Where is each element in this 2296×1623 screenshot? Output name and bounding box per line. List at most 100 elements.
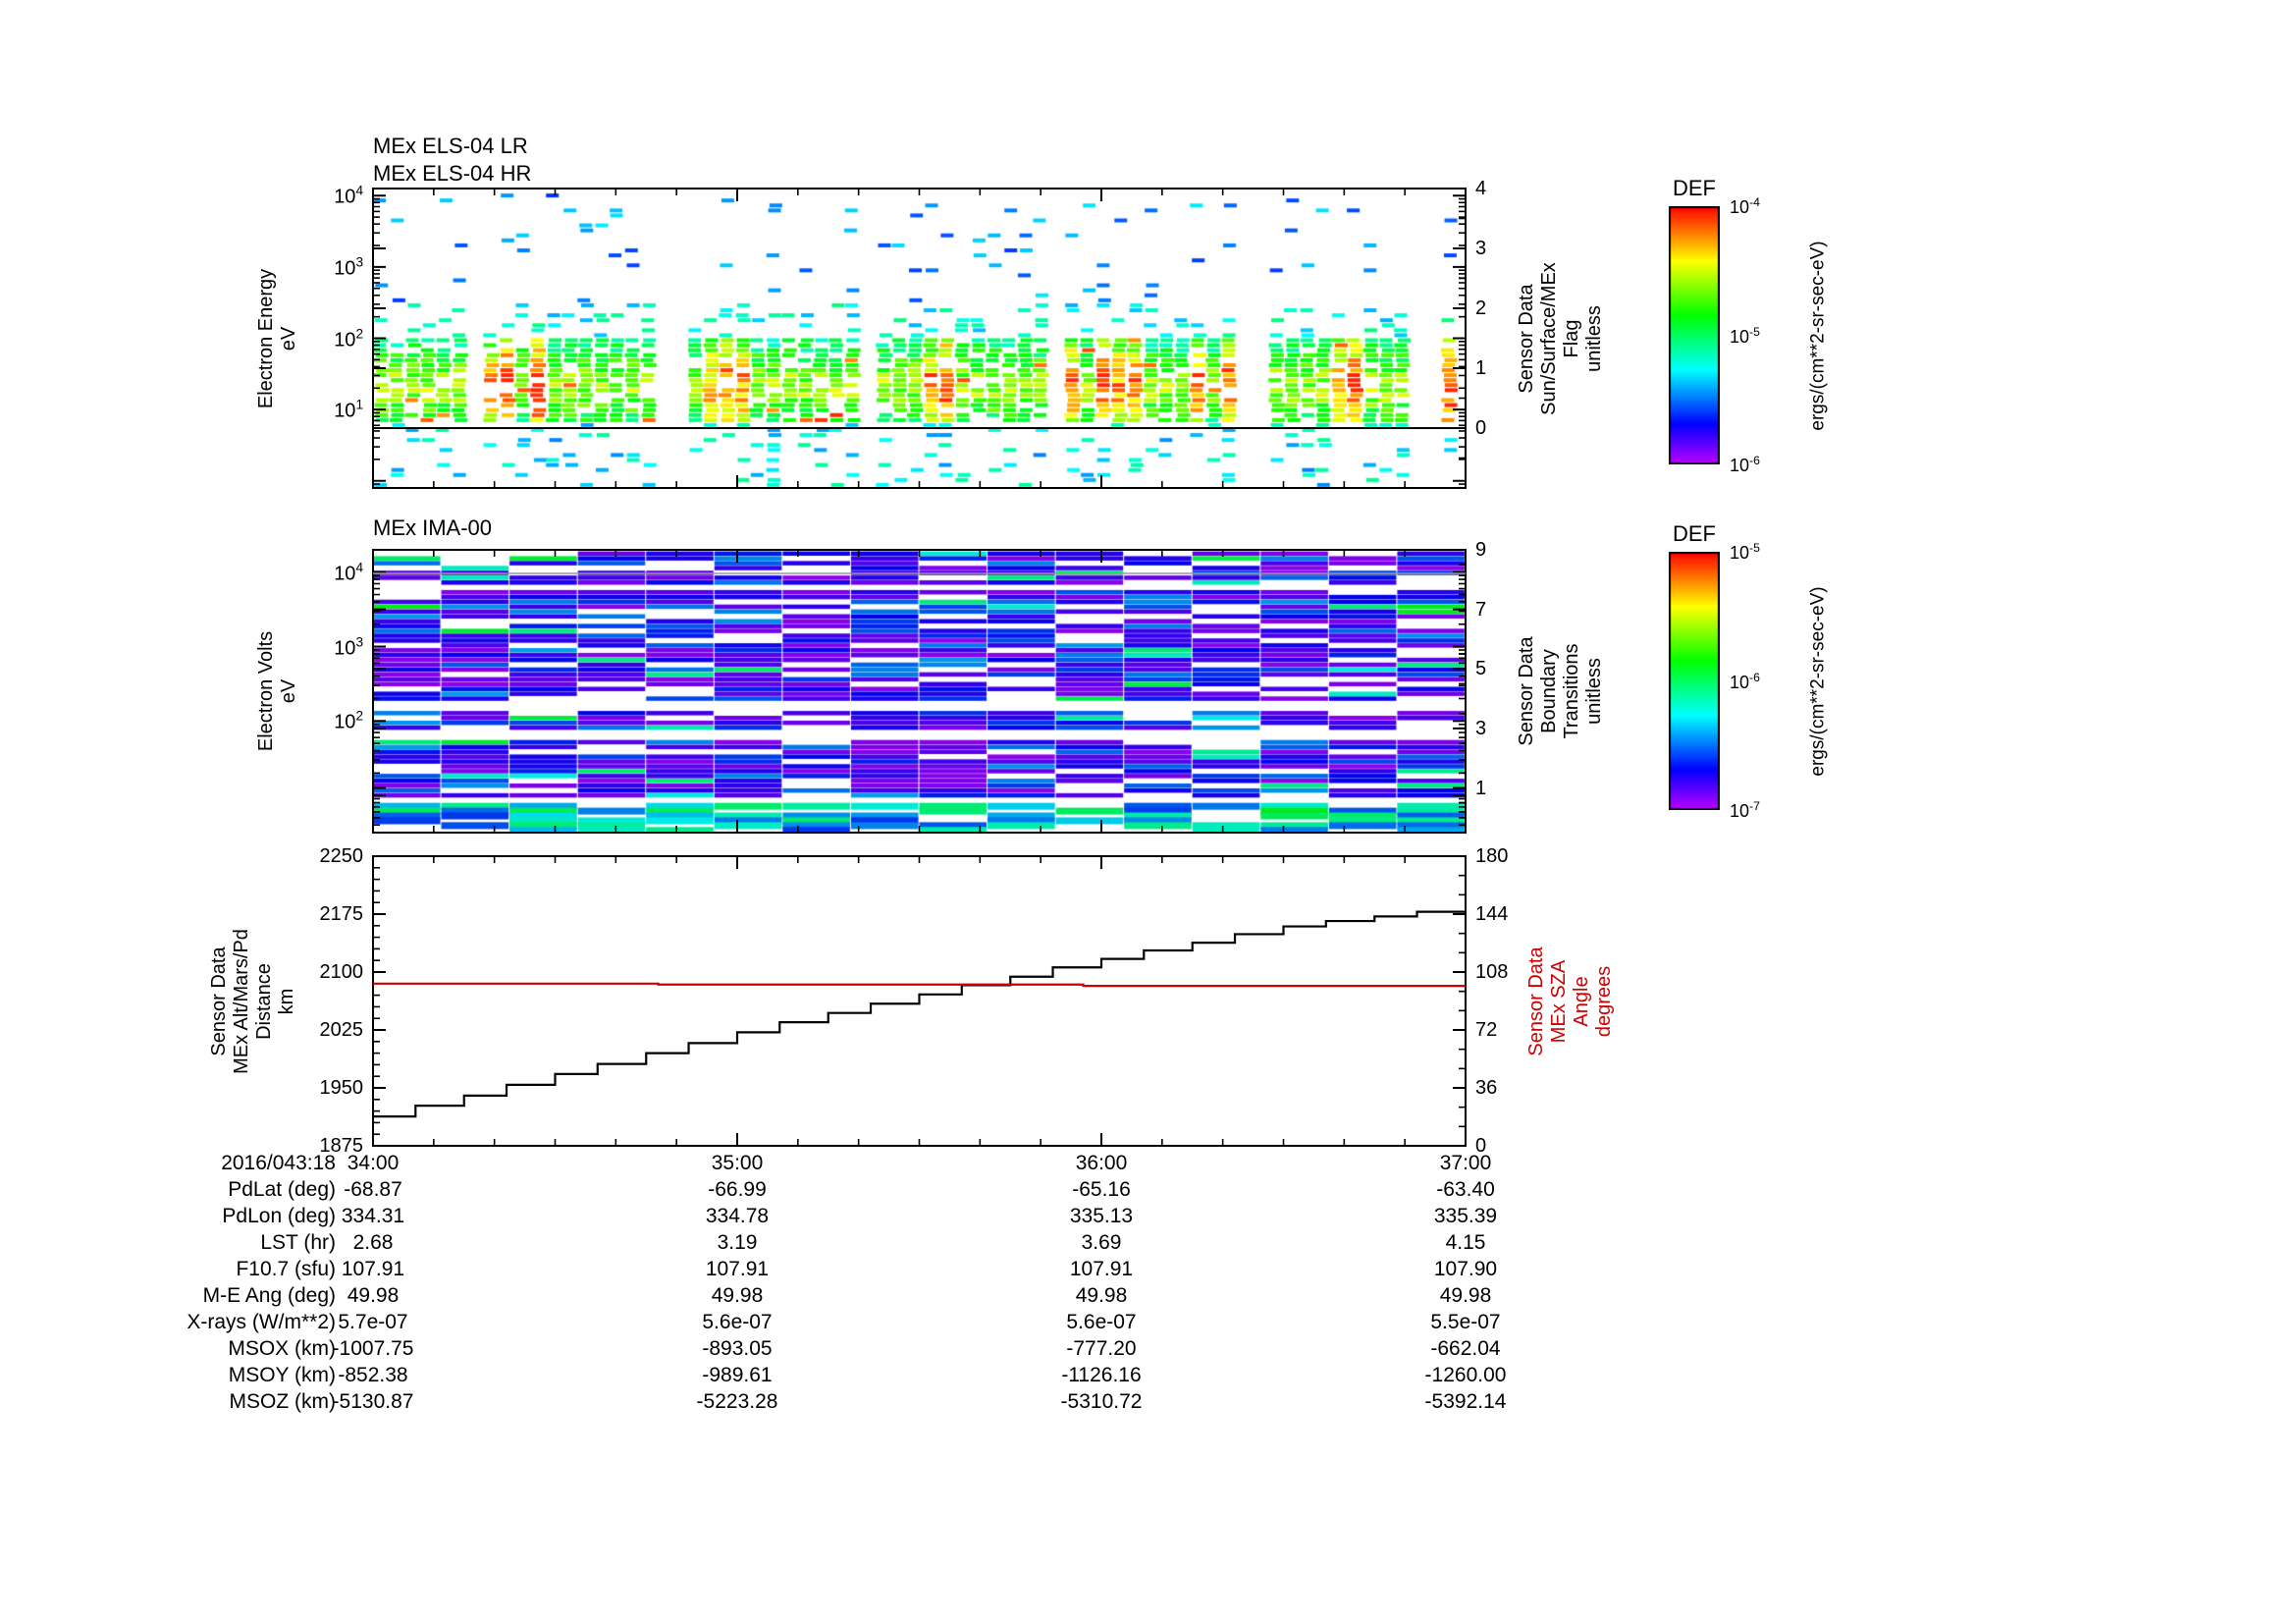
annotation-value: 334.31 bbox=[341, 1205, 405, 1227]
xtick-label: 36:00 bbox=[1075, 1152, 1128, 1174]
annotation-value: 5.6e-07 bbox=[1066, 1311, 1137, 1333]
ima-right-tick-label: 1 bbox=[1475, 777, 1487, 799]
ima-spectrogram-canvas bbox=[373, 550, 1466, 833]
plot-frame bbox=[372, 855, 1467, 1147]
els-colorbar-tick: 10-6 bbox=[1730, 454, 1760, 475]
annotation-value: -68.87 bbox=[344, 1178, 402, 1201]
annotation-row-label: X-rays (W/m**2) bbox=[187, 1311, 336, 1333]
ima-colorbar-tick: 10-6 bbox=[1730, 670, 1760, 692]
els-right-tick-label: 3 bbox=[1475, 238, 1487, 259]
date-label: 2016/043:18 bbox=[221, 1152, 336, 1174]
annotation-value: -662.04 bbox=[1430, 1337, 1501, 1360]
ima-right-axis-title-line: unitless bbox=[1583, 658, 1605, 725]
annotation-value: 335.39 bbox=[1433, 1205, 1498, 1227]
annotation-row-label: MSOZ (km) bbox=[229, 1390, 336, 1413]
els-yaxis-title: Electron Energy eV bbox=[255, 268, 300, 407]
ima-ytick-label: 103 bbox=[334, 634, 363, 659]
annotation-value: -65.16 bbox=[1072, 1178, 1131, 1201]
annotation-row-label: LST (hr) bbox=[260, 1231, 336, 1254]
annotation-row-label: PdLat (deg) bbox=[228, 1178, 336, 1201]
sza-ytick-label: 108 bbox=[1475, 961, 1509, 983]
els-ytick-label: 104 bbox=[334, 183, 363, 208]
alt-yaxis-title-line: Sensor Data bbox=[208, 946, 230, 1056]
els-ytick-label: 102 bbox=[334, 326, 363, 351]
els-right-axis-title-line: Sun/Surface/MEx bbox=[1538, 261, 1560, 415]
annotation-value: -1007.75 bbox=[332, 1337, 414, 1360]
els-ytick-label: 101 bbox=[334, 397, 363, 422]
annotation-value: -5223.28 bbox=[696, 1390, 778, 1413]
annotation-value: 49.98 bbox=[1439, 1284, 1492, 1307]
alt-ytick-label: 2250 bbox=[319, 845, 364, 867]
annotation-value: -852.38 bbox=[338, 1364, 408, 1386]
sza-right-axis-title: Sensor Data MEx SZA Angle degrees bbox=[1525, 947, 1616, 1055]
annotation-value: 107.91 bbox=[341, 1258, 405, 1280]
els-right-axis-title-line: unitless bbox=[1583, 304, 1605, 372]
annotation-value: -5130.87 bbox=[332, 1390, 414, 1413]
ima-right-tick-label: 5 bbox=[1475, 658, 1487, 680]
ima-colorbar-gradient bbox=[1669, 552, 1720, 810]
annotation-value: 3.19 bbox=[717, 1231, 758, 1254]
annotation-row-label: MSOY (km) bbox=[228, 1364, 336, 1386]
els-colorbar-title: DEF bbox=[1673, 176, 1716, 200]
ima-right-axis-title-line: Sensor Data bbox=[1516, 636, 1537, 746]
alt-ytick-label: 2175 bbox=[319, 903, 364, 925]
ima-yaxis-title: Electron Volts eV bbox=[255, 631, 300, 751]
ima-right-tick-label: 3 bbox=[1475, 717, 1487, 739]
sza-right-axis-title-line: degrees bbox=[1593, 965, 1615, 1037]
annotation-value: 107.91 bbox=[705, 1258, 770, 1280]
annotation-value: 49.98 bbox=[711, 1284, 764, 1307]
annotation-value: -5310.72 bbox=[1060, 1390, 1143, 1413]
annotation-value: 335.13 bbox=[1069, 1205, 1134, 1227]
annotation-value: 2.68 bbox=[352, 1231, 394, 1254]
annotation-value: 49.98 bbox=[1075, 1284, 1128, 1307]
annotation-value: 5.5e-07 bbox=[1430, 1311, 1501, 1333]
sza-ytick-label: 180 bbox=[1475, 845, 1509, 867]
alt-ytick-label: 1950 bbox=[319, 1077, 364, 1099]
annotation-value: -63.40 bbox=[1436, 1178, 1495, 1201]
sza-ytick-label: 36 bbox=[1475, 1077, 1498, 1099]
els-right-tick-label: 4 bbox=[1475, 178, 1487, 199]
ima-right-tick-label: 7 bbox=[1475, 598, 1487, 621]
annotation-value: 49.98 bbox=[347, 1284, 400, 1307]
els-right-axis-title-line: Sensor Data bbox=[1516, 283, 1537, 394]
sza-right-axis-title-line: MEx SZA bbox=[1548, 959, 1570, 1043]
ima-colorbar-tick: 10-5 bbox=[1730, 541, 1760, 563]
els-right-tick-label: 1 bbox=[1475, 357, 1487, 379]
els-colorbar-units-line: ergs/(cm**2-sr-sec-eV) bbox=[1807, 240, 1829, 431]
annotation-value: -1126.16 bbox=[1061, 1364, 1142, 1386]
annotation-value: 107.90 bbox=[1433, 1258, 1498, 1280]
els-right-axis-title-line: Flag bbox=[1561, 319, 1582, 357]
annotation-value: -5392.14 bbox=[1424, 1390, 1507, 1413]
ima-colorbar-title: DEF bbox=[1673, 521, 1716, 546]
ima-right-axis-title: Sensor Data Boundary Transitions unitless bbox=[1516, 636, 1606, 745]
alt-yaxis-title-line: km bbox=[276, 988, 297, 1014]
ima-yaxis-title-line: Electron Volts bbox=[255, 630, 277, 752]
els-right-tick-label: 0 bbox=[1475, 417, 1487, 439]
ima-yaxis-title-line: eV bbox=[278, 678, 299, 704]
annotation-value: 3.69 bbox=[1081, 1231, 1122, 1254]
alt-yaxis-title-line: MEx Alt/Mars/Pd bbox=[231, 928, 252, 1074]
annotation-value: -777.20 bbox=[1066, 1337, 1137, 1360]
xtick-label: 37:00 bbox=[1439, 1152, 1492, 1174]
els-spectrogram-canvas bbox=[373, 189, 1466, 488]
annotation-value: -989.61 bbox=[702, 1364, 773, 1386]
annotation-value: -893.05 bbox=[702, 1337, 773, 1360]
alt-yaxis-title: Sensor Data MEx Alt/Mars/Pd Distance km bbox=[208, 929, 298, 1074]
xtick-label: 34:00 bbox=[347, 1152, 400, 1174]
annotation-value: 5.6e-07 bbox=[702, 1311, 773, 1333]
annotation-value: 107.91 bbox=[1069, 1258, 1134, 1280]
els-title-lr: MEx ELS-04 LR bbox=[373, 134, 528, 158]
data-line bbox=[373, 982, 1466, 988]
ima-colorbar-units: ergs/(cm**2-sr-sec-eV) bbox=[1807, 586, 1830, 776]
annotation-row-label: F10.7 (sfu) bbox=[236, 1258, 336, 1280]
annotation-row-label: MSOX (km) bbox=[228, 1337, 336, 1360]
els-colorbar-tick: 10-4 bbox=[1730, 195, 1760, 217]
annotation-value: -1260.00 bbox=[1424, 1364, 1507, 1386]
sza-ytick-label: 72 bbox=[1475, 1019, 1498, 1041]
els-colorbar-gradient bbox=[1669, 206, 1720, 464]
sza-right-axis-title-line: Angle bbox=[1571, 975, 1592, 1027]
els-colorbar-units: ergs/(cm**2-sr-sec-eV) bbox=[1807, 241, 1830, 430]
annotation-row-label: PdLon (deg) bbox=[222, 1205, 336, 1227]
ima-right-axis-title-line: Transitions bbox=[1561, 643, 1582, 739]
